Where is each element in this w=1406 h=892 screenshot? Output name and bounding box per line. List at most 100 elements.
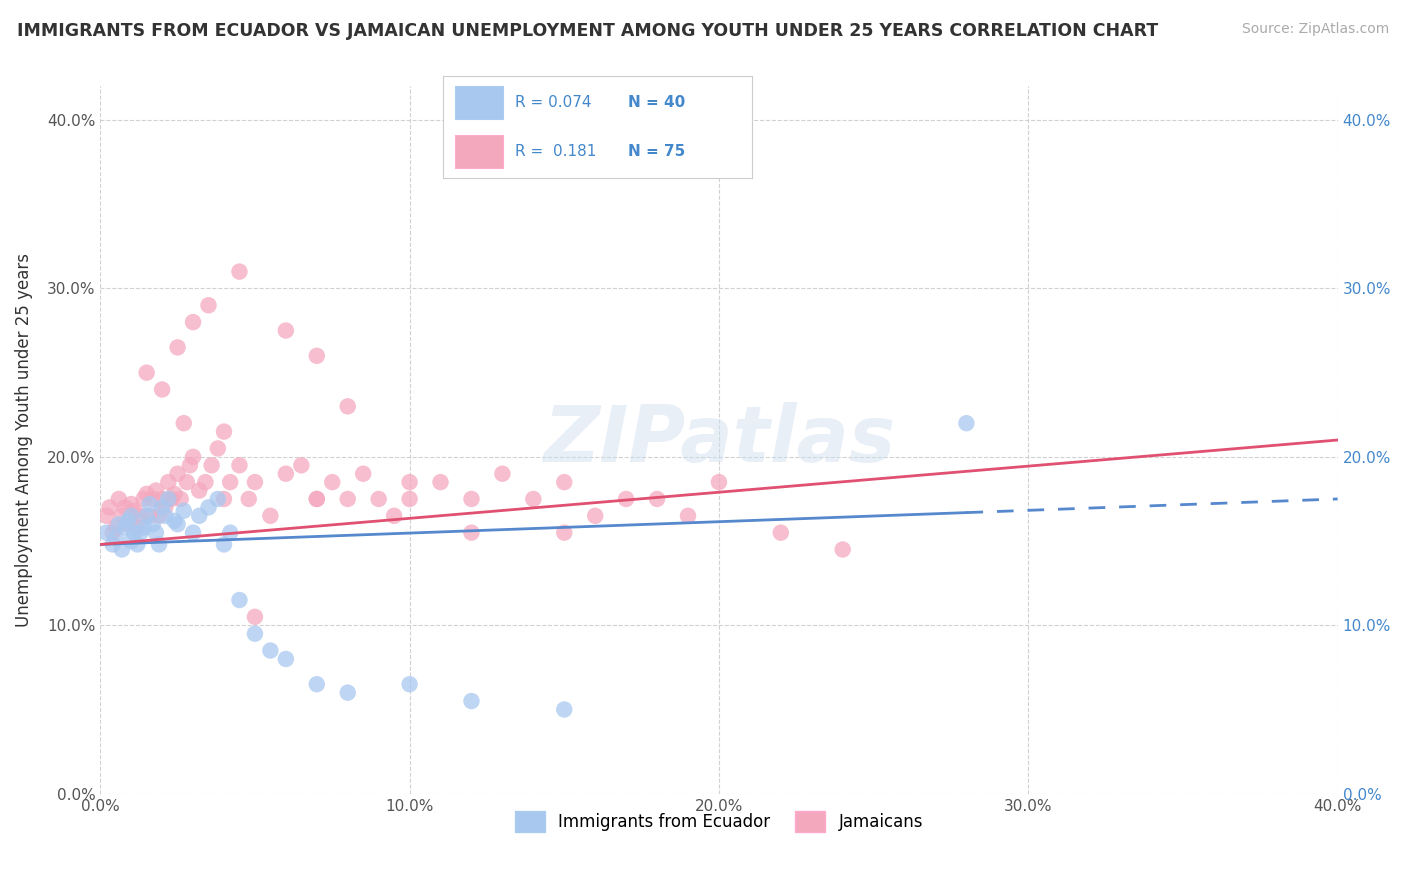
Point [274, 467, 297, 481]
Point [522, 491, 544, 506]
Point [120, 534, 142, 549]
Point [150, 491, 173, 506]
Point [155, 508, 177, 523]
Point [274, 652, 297, 666]
FancyBboxPatch shape [456, 87, 503, 119]
Point [460, 525, 482, 540]
Point [614, 491, 637, 506]
Point [139, 497, 162, 511]
Point [120, 497, 142, 511]
Point [398, 475, 420, 489]
Point [194, 475, 217, 489]
Point [181, 315, 204, 329]
Point [238, 491, 260, 506]
Point [98, 500, 121, 515]
Point [336, 685, 359, 699]
Text: ZIPatlas: ZIPatlas [543, 402, 896, 478]
Y-axis label: Unemployment Among Youth under 25 years: Unemployment Among Youth under 25 years [15, 253, 32, 627]
Point [142, 491, 165, 506]
Point [243, 626, 266, 640]
Point [104, 520, 127, 534]
Point [290, 458, 312, 473]
Point [243, 475, 266, 489]
Text: N = 40: N = 40 [628, 95, 686, 110]
Point [769, 525, 792, 540]
Point [398, 491, 420, 506]
Point [148, 537, 170, 551]
Point [135, 508, 157, 523]
Point [207, 442, 229, 456]
Point [135, 366, 157, 380]
Point [129, 508, 152, 523]
Point [120, 508, 142, 523]
Point [135, 487, 157, 501]
Point [491, 467, 513, 481]
Point [212, 491, 235, 506]
FancyBboxPatch shape [456, 136, 503, 168]
Point [553, 475, 575, 489]
Legend: Immigrants from Ecuador, Jamaicans: Immigrants from Ecuador, Jamaicans [508, 805, 929, 838]
Point [228, 458, 250, 473]
Point [145, 525, 167, 540]
Point [197, 500, 219, 515]
Point [305, 349, 328, 363]
Point [170, 491, 193, 506]
Point [108, 517, 131, 532]
Point [207, 491, 229, 506]
Point [212, 425, 235, 439]
Point [336, 400, 359, 414]
Point [955, 416, 977, 430]
Point [132, 520, 155, 534]
Point [166, 340, 188, 354]
Point [219, 475, 242, 489]
Point [157, 475, 180, 489]
Point [398, 677, 420, 691]
Point [188, 508, 211, 523]
Point [259, 643, 281, 657]
Point [460, 694, 482, 708]
Point [129, 525, 152, 540]
Point [305, 491, 328, 506]
Point [212, 537, 235, 551]
Point [142, 517, 165, 532]
Point [382, 508, 405, 523]
Point [96, 525, 118, 540]
Point [127, 537, 149, 551]
Point [181, 450, 204, 464]
Point [336, 491, 359, 506]
Point [139, 508, 162, 523]
Text: R =  0.181: R = 0.181 [515, 145, 596, 160]
Point [150, 383, 173, 397]
Point [181, 525, 204, 540]
Point [124, 504, 146, 518]
Point [108, 491, 131, 506]
Point [166, 467, 188, 481]
Point [101, 525, 124, 540]
Point [145, 483, 167, 498]
Point [197, 298, 219, 312]
Text: Source: ZipAtlas.com: Source: ZipAtlas.com [1241, 22, 1389, 37]
Point [831, 542, 853, 557]
Point [219, 525, 242, 540]
Text: N = 75: N = 75 [628, 145, 686, 160]
Point [707, 475, 730, 489]
Point [460, 491, 482, 506]
Point [166, 517, 188, 532]
Point [160, 491, 183, 506]
Point [274, 324, 297, 338]
Point [111, 542, 134, 557]
Point [583, 508, 606, 523]
Point [228, 264, 250, 278]
Text: R = 0.074: R = 0.074 [515, 95, 592, 110]
Point [179, 458, 201, 473]
Point [228, 593, 250, 607]
Point [553, 525, 575, 540]
Point [114, 520, 136, 534]
Point [157, 491, 180, 506]
Point [676, 508, 699, 523]
Text: IMMIGRANTS FROM ECUADOR VS JAMAICAN UNEMPLOYMENT AMONG YOUTH UNDER 25 YEARS CORR: IMMIGRANTS FROM ECUADOR VS JAMAICAN UNEM… [17, 22, 1159, 40]
Point [104, 531, 127, 545]
Point [645, 491, 668, 506]
Point [243, 610, 266, 624]
Point [96, 508, 118, 523]
